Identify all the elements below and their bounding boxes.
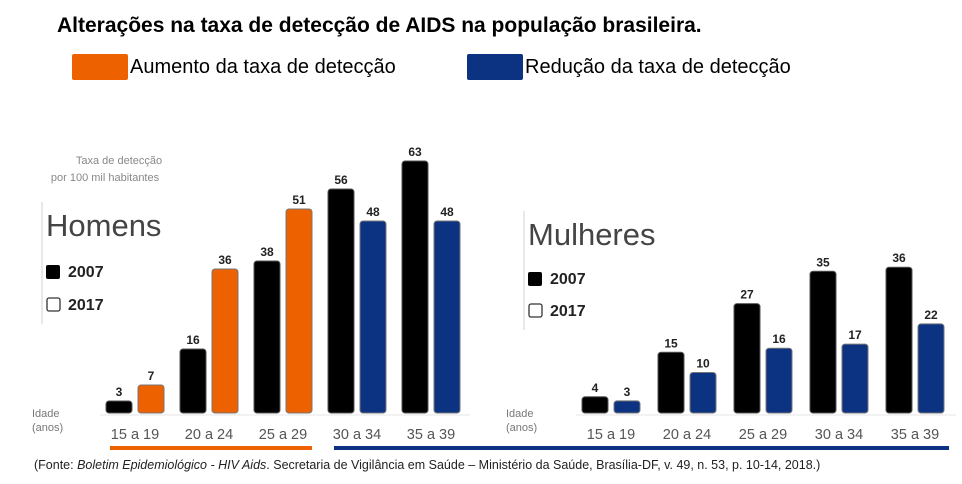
- category-label: 15 a 19: [587, 427, 635, 443]
- panel-legend-2007-label: 2007: [550, 271, 586, 288]
- y-axis-label-line2: por 100 mil habitantes: [51, 172, 160, 184]
- legend-increase: Aumento da taxa de detecção: [72, 54, 396, 80]
- bar-label-2017-25-a-29: 51: [292, 193, 306, 207]
- category-label: 35 a 39: [891, 427, 939, 443]
- legend-increase-label: Aumento da taxa de detecção: [130, 55, 396, 78]
- category-label: 15 a 19: [111, 427, 159, 443]
- legend-decrease-label: Redução da taxa de detecção: [525, 55, 791, 78]
- bar-label-2007-35-a-39: 63: [408, 145, 422, 159]
- bar-2017-30-a-34: [359, 220, 387, 414]
- panel-legend-2007-swatch: [528, 272, 542, 286]
- bar-label-2007-15-a-19: 3: [116, 385, 123, 399]
- category-label: 25 a 29: [259, 427, 307, 443]
- panel-legend-2017-label: 2017: [550, 303, 586, 320]
- bar-2017-15-a-19: [613, 400, 641, 414]
- legend-decrease: Redução da taxa de detecção: [467, 54, 791, 80]
- x-axis-label-line1: Idade: [32, 408, 60, 420]
- bar-2017-25-a-29: [765, 347, 793, 414]
- bar-2007-20-a-24: [179, 348, 207, 414]
- bar-2007-15-a-19: [105, 400, 133, 414]
- bar-2007-30-a-34: [327, 188, 355, 414]
- legend-increase-swatch: [72, 54, 128, 80]
- panel-legend-2017-swatch: [46, 297, 61, 312]
- category-label: 30 a 34: [333, 427, 381, 443]
- x-axis-label-line2: (anos): [506, 422, 537, 434]
- bar-label-2007-30-a-34: 56: [334, 173, 348, 187]
- panel-title: Mulheres: [528, 217, 656, 252]
- bar-2007-25-a-29: [733, 303, 761, 414]
- bar-label-2017-25-a-29: 16: [772, 332, 786, 346]
- bar-2017-15-a-19: [137, 384, 165, 414]
- source-note: (Fonte: Boletim Epidemiológico - HIV Aid…: [34, 458, 820, 472]
- bar-label-2017-20-a-24: 10: [696, 357, 710, 371]
- bar-label-2007-25-a-29: 38: [260, 245, 274, 259]
- category-label: 35 a 39: [407, 427, 455, 443]
- category-label: 20 a 24: [185, 427, 233, 443]
- bar-label-2007-35-a-39: 36: [892, 251, 906, 265]
- panel-legend-2007-swatch: [46, 265, 60, 279]
- bar-2007-25-a-29: [253, 260, 281, 414]
- x-axis-label-line1: Idade: [506, 408, 534, 420]
- chart-title: Alterações na taxa de detecção de AIDS n…: [57, 14, 702, 37]
- bar-label-2007-25-a-29: 27: [740, 288, 754, 302]
- bar-2007-30-a-34: [809, 270, 837, 414]
- bar-label-2017-20-a-24: 36: [218, 253, 232, 267]
- bar-label-2007-30-a-34: 35: [816, 255, 830, 269]
- x-axis-label-line2: (anos): [32, 422, 63, 434]
- bar-label-2017-30-a-34: 48: [366, 205, 380, 219]
- panel-title: Homens: [46, 208, 161, 243]
- bar-2017-25-a-29: [285, 208, 313, 414]
- panel-legend-2017-swatch: [528, 303, 543, 318]
- decrease-range-bar: [334, 446, 949, 450]
- source-details: . Secretaria de Vigilância em Saúde – Mi…: [266, 458, 821, 472]
- bar-label-2007-20-a-24: 15: [664, 336, 678, 350]
- bar-label-2017-30-a-34: 17: [848, 328, 862, 342]
- source-publication: Boletim Epidemiológico - HIV Aids: [77, 458, 267, 472]
- bar-2017-20-a-24: [211, 268, 239, 414]
- bar-2017-30-a-34: [841, 343, 869, 414]
- y-axis-label-line1: Taxa de detecção: [76, 155, 162, 167]
- panel-legend-2017-label: 2017: [68, 297, 104, 314]
- bar-label-2007-15-a-19: 4: [592, 381, 599, 395]
- bar-2007-35-a-39: [885, 266, 913, 414]
- category-label: 25 a 29: [739, 427, 787, 443]
- category-label: 30 a 34: [815, 427, 863, 443]
- bar-2017-35-a-39: [917, 323, 945, 414]
- category-label: 20 a 24: [663, 427, 711, 443]
- increase-range-bar: [110, 446, 312, 450]
- bar-label-2017-35-a-39: 48: [440, 205, 454, 219]
- bar-label-2017-15-a-19: 7: [148, 369, 155, 383]
- bar-2007-15-a-19: [581, 396, 609, 414]
- legend-decrease-swatch: [467, 54, 523, 80]
- bar-label-2007-20-a-24: 16: [186, 333, 200, 347]
- bar-label-2017-15-a-19: 3: [624, 385, 631, 399]
- bar-2017-35-a-39: [433, 220, 461, 414]
- source-prefix: (Fonte:: [34, 458, 78, 472]
- bar-2007-35-a-39: [401, 160, 429, 414]
- bar-label-2017-35-a-39: 22: [924, 308, 938, 322]
- panel-legend-2007-label: 2007: [68, 264, 104, 281]
- bar-2007-20-a-24: [657, 351, 685, 414]
- bar-2017-20-a-24: [689, 372, 717, 414]
